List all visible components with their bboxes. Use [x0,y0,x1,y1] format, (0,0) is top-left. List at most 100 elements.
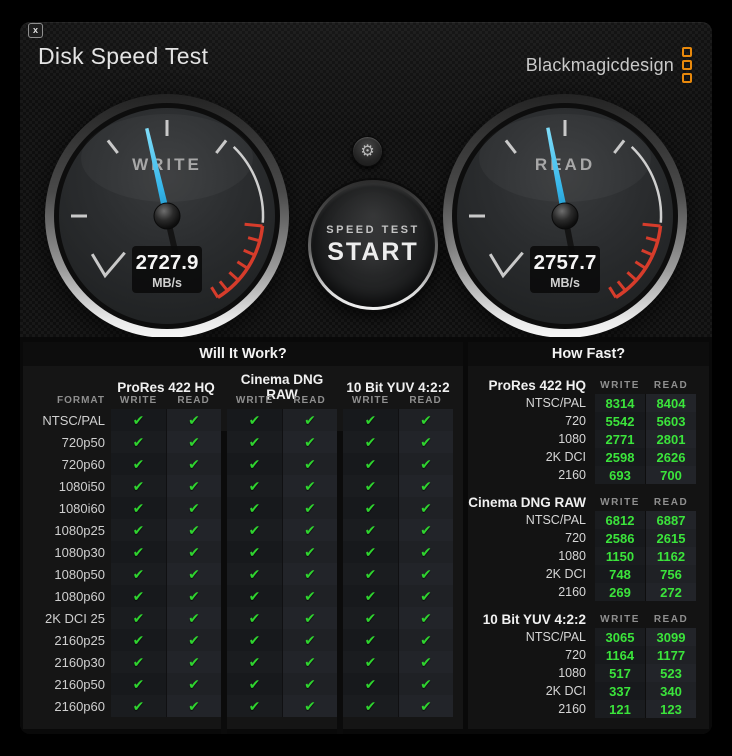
read-speed-value: 1177 [646,646,696,664]
write-gauge-dial: WRITE 2727.9 MB/s [45,94,289,338]
read-column-header: READ [653,496,689,508]
checkmark-icon: ✔ [420,499,432,516]
checkmark-icon: ✔ [364,455,377,472]
column-gap [221,607,227,629]
check-cell: ✔ [282,607,337,629]
check-cell: ✔ [343,409,398,431]
column-gap [645,430,646,448]
column-gap [645,529,646,547]
check-cell: ✔ [227,541,282,563]
column-gap [645,394,646,412]
check-cell: ✔ [166,695,221,717]
speed-section-header: 10 Bit YUV 4:2:2 WRITE READ [468,610,709,628]
write-speed-value: 693 [595,466,645,484]
resolution-label: NTSC/PAL [525,396,586,410]
checkmark-icon: ✔ [304,411,316,428]
table-row: 720p50 ✔ ✔ ✔ ✔ ✔ ✔ [23,431,463,475]
table-row: 1080p25 ✔ ✔ ✔ ✔ ✔ ✔ [23,519,463,563]
speed-test-start-button[interactable]: SPEED TEST START [311,183,435,307]
table-row: 1080 517 523 [468,664,709,682]
write-speed-value: 2771 [595,430,645,448]
column-gap [337,673,343,695]
table-row: 2160p50 ✔ ✔ ✔ ✔ ✔ ✔ [23,673,463,717]
check-cell: ✔ [166,651,221,673]
checkmark-icon: ✔ [132,411,145,428]
checkmark-icon: ✔ [364,499,377,516]
checkmark-icon: ✔ [248,543,261,560]
checkmark-icon: ✔ [304,631,316,648]
check-cell: ✔ [282,431,337,453]
write-column-header: WRITE [600,496,640,508]
checkmark-icon: ✔ [304,499,316,516]
checkmark-icon: ✔ [188,609,200,626]
column-gap [645,628,646,646]
table-row: 720 5542 5603 [468,412,709,430]
write-speed-value: 3065 [595,628,645,646]
checkmark-icon: ✔ [420,543,432,560]
checkmark-icon: ✔ [132,631,145,648]
checkmark-icon: ✔ [132,455,145,472]
format-label: 720p50 [61,434,105,450]
checkmark-icon: ✔ [248,587,261,604]
check-cell: ✔ [398,431,453,453]
start-label-main: START [327,237,419,266]
codec-group-label: 10 Bit YUV 4:2:2 [346,379,450,395]
read-speed-value: 2801 [646,430,696,448]
write-speed-value: 2586 [595,529,645,547]
column-gap [337,607,343,629]
checkmark-icon: ✔ [188,631,200,648]
read-column-header: READ [653,379,689,391]
write-column-header: WRITE [119,395,158,406]
checkmark-icon: ✔ [364,565,377,582]
check-cell: ✔ [166,453,221,475]
check-cell: ✔ [282,541,337,563]
check-cell: ✔ [343,475,398,497]
codec-section-label: Cinema DNG RAW [468,494,586,510]
write-column-header: WRITE [600,613,640,625]
check-cell: ✔ [111,453,166,475]
checkmark-icon: ✔ [420,433,432,450]
check-cell: ✔ [343,519,398,541]
will-it-work-title: Will It Work? [23,342,463,366]
format-label: 1080p60 [54,588,105,604]
table-row: 2160p25 ✔ ✔ ✔ ✔ ✔ ✔ [23,629,463,673]
check-cell: ✔ [166,431,221,453]
settings-button[interactable]: ⚙ [352,136,383,167]
resolution-label: 2K DCI [545,450,586,464]
checkmark-icon: ✔ [132,675,145,692]
check-cell: ✔ [398,541,453,563]
check-cell: ✔ [398,497,453,519]
table-row: 1080 1150 1162 [468,547,709,565]
checkmark-icon: ✔ [304,675,316,692]
resolution-label: 720 [565,648,586,662]
format-label: 1080i60 [58,500,105,516]
format-label: 2160p50 [54,676,105,692]
results-area: Will It Work? ProRes 422 HQ Cinema DNG RA… [20,337,712,734]
checkmark-icon: ✔ [132,587,145,604]
check-cell: ✔ [343,453,398,475]
read-gauge-dial: READ 2757.7 MB/s [443,94,687,338]
checkmark-icon: ✔ [420,565,432,582]
checkmark-icon: ✔ [364,433,377,450]
read-speed-value: 3099 [646,628,696,646]
write-speed-value: 1164 [595,646,645,664]
check-cell: ✔ [111,497,166,519]
checkmark-icon: ✔ [132,521,145,538]
close-button[interactable]: x [28,23,43,38]
column-gap [221,431,227,453]
check-cell: ✔ [282,519,337,541]
checkmark-icon: ✔ [420,477,432,494]
start-label-top: SPEED TEST [326,223,420,236]
app-title: Disk Speed Test [38,43,209,69]
speed-section-header: ProRes 422 HQ WRITE READ [468,376,709,394]
check-cell: ✔ [166,585,221,607]
check-cell: ✔ [111,673,166,695]
check-cell: ✔ [398,475,453,497]
checkmark-icon: ✔ [420,411,432,428]
format-label: 2160p60 [54,698,105,714]
check-cell: ✔ [227,651,282,673]
checkmark-icon: ✔ [132,477,145,494]
resolution-label: 2K DCI [545,567,586,581]
table-row: NTSC/PAL ✔ ✔ ✔ ✔ ✔ ✔ [23,409,463,453]
